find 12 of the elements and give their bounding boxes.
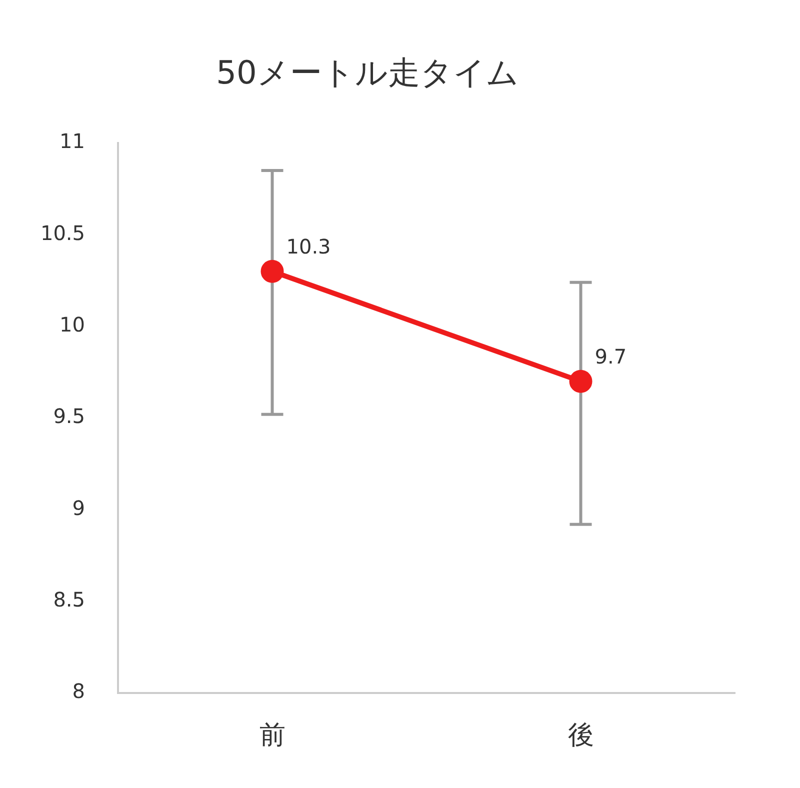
chart-title: 50メートル走タイム [216,54,519,92]
y-tick-label: 8 [72,679,85,704]
data-label: 9.7 [594,344,627,369]
x-tick-label: 後 [568,720,594,750]
y-tick-label: 9 [72,496,85,520]
x-tick-label: 前 [259,720,286,750]
y-tick-label: 10.5 [40,220,85,245]
y-tick-label: 10 [60,312,85,337]
y-tick-label: 9.5 [53,404,85,428]
y-tick-label: 11 [60,129,85,154]
data-label: 10.3 [286,234,331,259]
y-tick-label: 8.5 [53,588,85,612]
